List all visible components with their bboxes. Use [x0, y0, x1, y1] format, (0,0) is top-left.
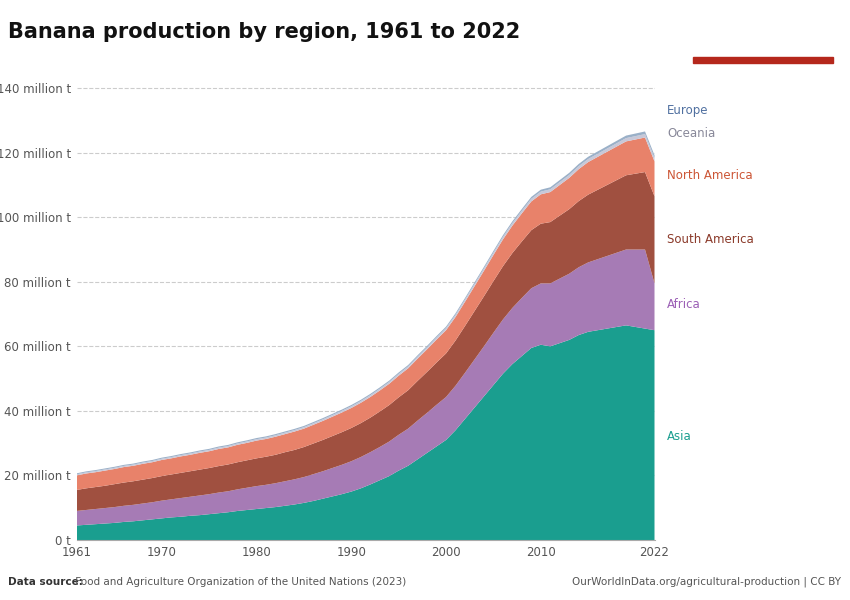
Text: Food and Agriculture Organization of the United Nations (2023): Food and Agriculture Organization of the… [72, 577, 406, 587]
Text: Data source:: Data source: [8, 577, 83, 587]
Text: North America: North America [667, 169, 753, 182]
Text: Our World
in Data: Our World in Data [733, 20, 792, 43]
Text: Asia: Asia [667, 430, 692, 443]
Text: Europe: Europe [667, 104, 709, 117]
Bar [693, 57, 833, 63]
Text: OurWorldInData.org/agricultural-production | CC BY: OurWorldInData.org/agricultural-producti… [573, 576, 842, 587]
Text: South America: South America [667, 233, 754, 247]
Text: Banana production by region, 1961 to 2022: Banana production by region, 1961 to 202… [8, 22, 521, 42]
Text: Africa: Africa [667, 298, 701, 311]
Text: Oceania: Oceania [667, 127, 716, 140]
